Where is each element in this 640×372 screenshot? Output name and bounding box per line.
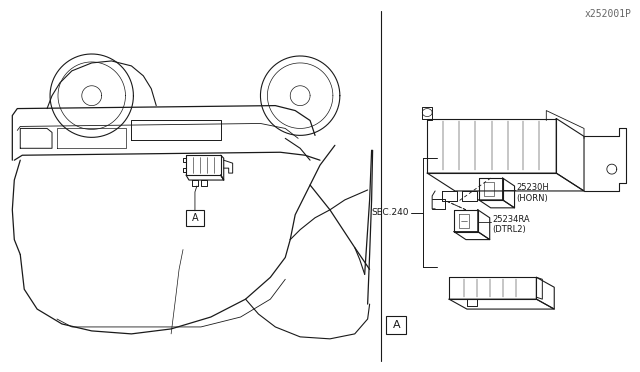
Text: 25234RA
(DTRL2): 25234RA (DTRL2) (493, 215, 531, 234)
Text: A: A (191, 213, 198, 223)
Text: A: A (392, 320, 400, 330)
Text: 25230H
(HORN): 25230H (HORN) (516, 183, 549, 203)
Text: x252001P: x252001P (584, 9, 631, 19)
Text: SEC.240: SEC.240 (372, 208, 410, 217)
